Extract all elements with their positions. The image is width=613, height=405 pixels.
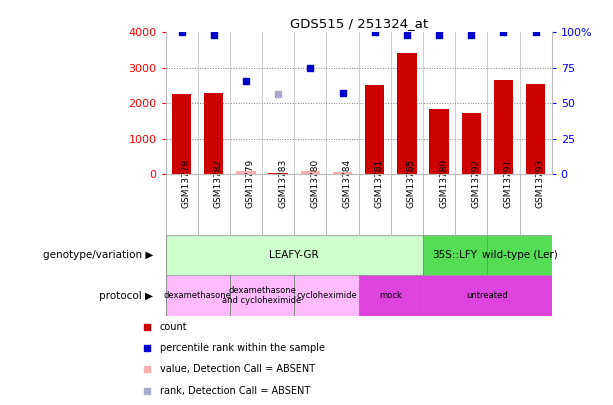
Text: GSM13785: GSM13785 xyxy=(407,159,416,208)
Text: GSM13793: GSM13793 xyxy=(536,159,544,208)
Text: GSM13779: GSM13779 xyxy=(246,159,255,208)
Point xyxy=(466,32,476,38)
Point xyxy=(531,29,541,36)
Point xyxy=(142,345,152,351)
Text: GSM13783: GSM13783 xyxy=(278,159,287,208)
Bar xyxy=(397,53,417,174)
Text: GSM13780: GSM13780 xyxy=(310,159,319,208)
Bar xyxy=(268,173,288,174)
Point xyxy=(402,32,412,38)
Text: percentile rank within the sample: percentile rank within the sample xyxy=(160,343,325,353)
Text: LEAFY-GR: LEAFY-GR xyxy=(270,250,319,260)
Point xyxy=(177,29,186,36)
Text: GSM13784: GSM13784 xyxy=(343,159,351,208)
Text: dexamethasone
and cycloheximide: dexamethasone and cycloheximide xyxy=(223,286,302,305)
Point xyxy=(209,32,219,38)
Point xyxy=(370,29,379,36)
Text: mock: mock xyxy=(379,291,402,300)
Bar xyxy=(294,275,359,316)
Text: cycloheximide: cycloheximide xyxy=(296,291,357,300)
Text: GSM13789: GSM13789 xyxy=(439,159,448,208)
Text: genotype/variation ▶: genotype/variation ▶ xyxy=(43,250,153,260)
Bar xyxy=(487,235,552,275)
Bar xyxy=(365,85,384,174)
Bar xyxy=(423,235,487,275)
Text: GSM13778: GSM13778 xyxy=(181,159,191,208)
Bar xyxy=(494,80,513,174)
Text: rank, Detection Call = ABSENT: rank, Detection Call = ABSENT xyxy=(160,386,310,396)
Point xyxy=(273,90,283,97)
Bar xyxy=(526,84,546,174)
Text: GSM13782: GSM13782 xyxy=(214,159,223,208)
Text: dexamethasone: dexamethasone xyxy=(164,291,232,300)
Point xyxy=(434,32,444,38)
Text: protocol ▶: protocol ▶ xyxy=(99,291,153,301)
Point xyxy=(142,388,152,394)
Text: 35S::LFY: 35S::LFY xyxy=(433,250,478,260)
Text: GSM13791: GSM13791 xyxy=(503,159,512,208)
Text: GSM13792: GSM13792 xyxy=(471,159,480,208)
Point xyxy=(142,366,152,373)
Title: GDS515 / 251324_at: GDS515 / 251324_at xyxy=(289,17,428,30)
Bar xyxy=(166,275,230,316)
Bar xyxy=(359,275,423,316)
Bar xyxy=(301,171,320,174)
Point xyxy=(498,29,508,36)
Bar xyxy=(462,113,481,174)
Point xyxy=(241,77,251,84)
Point xyxy=(142,323,152,330)
Bar xyxy=(172,94,191,174)
Bar xyxy=(333,172,352,174)
Bar xyxy=(204,93,224,174)
Point xyxy=(338,90,348,96)
Bar xyxy=(430,109,449,174)
Bar xyxy=(423,275,552,316)
Text: count: count xyxy=(160,322,188,332)
Text: value, Detection Call = ABSENT: value, Detection Call = ABSENT xyxy=(160,364,315,374)
Text: untreated: untreated xyxy=(466,291,508,300)
Bar xyxy=(166,235,423,275)
Bar xyxy=(230,275,294,316)
Point xyxy=(305,64,315,71)
Text: wild-type (Ler): wild-type (Ler) xyxy=(482,250,557,260)
Bar xyxy=(237,171,256,174)
Text: GSM13781: GSM13781 xyxy=(375,159,384,208)
